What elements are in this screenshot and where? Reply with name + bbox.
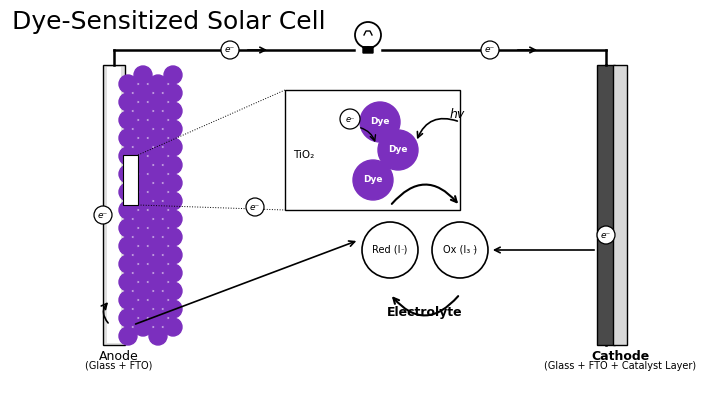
Circle shape [246,198,264,216]
Circle shape [164,66,182,84]
Circle shape [164,138,182,156]
Circle shape [149,273,167,291]
Circle shape [164,264,182,282]
Circle shape [164,120,182,138]
Text: (Glass + FTO + Catalyst Layer): (Glass + FTO + Catalyst Layer) [544,361,696,371]
FancyBboxPatch shape [363,47,373,53]
Circle shape [432,222,488,278]
Circle shape [134,228,152,246]
Circle shape [119,165,137,183]
Circle shape [149,111,167,129]
Text: Cathode: Cathode [591,350,649,363]
Text: e⁻: e⁻ [225,45,235,55]
Circle shape [119,291,137,309]
Circle shape [353,160,393,200]
Bar [613,65,627,345]
Circle shape [378,130,418,170]
Circle shape [119,237,137,255]
Text: e⁻: e⁻ [250,202,260,211]
Circle shape [164,102,182,120]
Bar [597,65,615,345]
Circle shape [164,246,182,264]
Circle shape [119,327,137,345]
Circle shape [119,219,137,237]
Text: Dye: Dye [370,117,390,126]
Circle shape [134,138,152,156]
Text: Dye: Dye [388,145,408,154]
Circle shape [149,75,167,93]
Text: (Glass + FTO): (Glass + FTO) [85,361,153,371]
Circle shape [149,255,167,273]
Circle shape [481,41,499,59]
Circle shape [149,309,167,327]
Text: Red (I ): Red (I ) [372,245,408,255]
Circle shape [134,102,152,120]
Circle shape [149,129,167,147]
Text: Ox (I₃ ): Ox (I₃ ) [443,245,477,255]
Bar [107,67,121,343]
Circle shape [134,264,152,282]
Bar [103,65,125,345]
Circle shape [134,318,152,336]
Circle shape [119,111,137,129]
Circle shape [119,93,137,111]
Circle shape [134,300,152,318]
Text: hv: hv [450,107,465,121]
Circle shape [134,84,152,102]
Circle shape [340,109,360,129]
Circle shape [134,192,152,210]
Circle shape [94,206,112,224]
Circle shape [134,174,152,192]
Text: e⁻: e⁻ [601,230,611,239]
Circle shape [164,84,182,102]
Bar [285,90,460,210]
Text: Anode: Anode [99,350,139,363]
Circle shape [119,309,137,327]
Circle shape [597,226,615,244]
Circle shape [149,201,167,219]
Circle shape [221,41,239,59]
Circle shape [134,210,152,228]
Circle shape [134,156,152,174]
Circle shape [164,228,182,246]
Circle shape [149,219,167,237]
Circle shape [134,282,152,300]
Text: e⁻: e⁻ [98,211,108,220]
Text: Electrolyte: Electrolyte [387,306,463,319]
Bar [123,155,138,205]
Circle shape [164,192,182,210]
Circle shape [164,210,182,228]
Text: e⁻: e⁻ [346,115,355,124]
Circle shape [149,327,167,345]
Text: ⁻: ⁻ [472,248,476,254]
Circle shape [164,300,182,318]
Circle shape [149,237,167,255]
Circle shape [149,291,167,309]
Circle shape [134,246,152,264]
Circle shape [134,66,152,84]
Circle shape [164,318,182,336]
Text: ⁻: ⁻ [400,248,404,254]
Text: TiO₂: TiO₂ [293,150,314,160]
Circle shape [149,147,167,165]
Circle shape [134,120,152,138]
Circle shape [164,174,182,192]
Circle shape [149,93,167,111]
Circle shape [119,147,137,165]
Circle shape [360,102,400,142]
Circle shape [119,75,137,93]
Circle shape [119,273,137,291]
Circle shape [164,156,182,174]
Text: e⁻: e⁻ [485,45,495,55]
Circle shape [119,129,137,147]
Circle shape [164,282,182,300]
Circle shape [119,201,137,219]
Circle shape [119,255,137,273]
Text: Dye-Sensitized Solar Cell: Dye-Sensitized Solar Cell [12,10,325,34]
Circle shape [149,183,167,201]
Circle shape [149,165,167,183]
Circle shape [362,222,418,278]
Text: Dye: Dye [364,175,383,185]
Circle shape [119,183,137,201]
